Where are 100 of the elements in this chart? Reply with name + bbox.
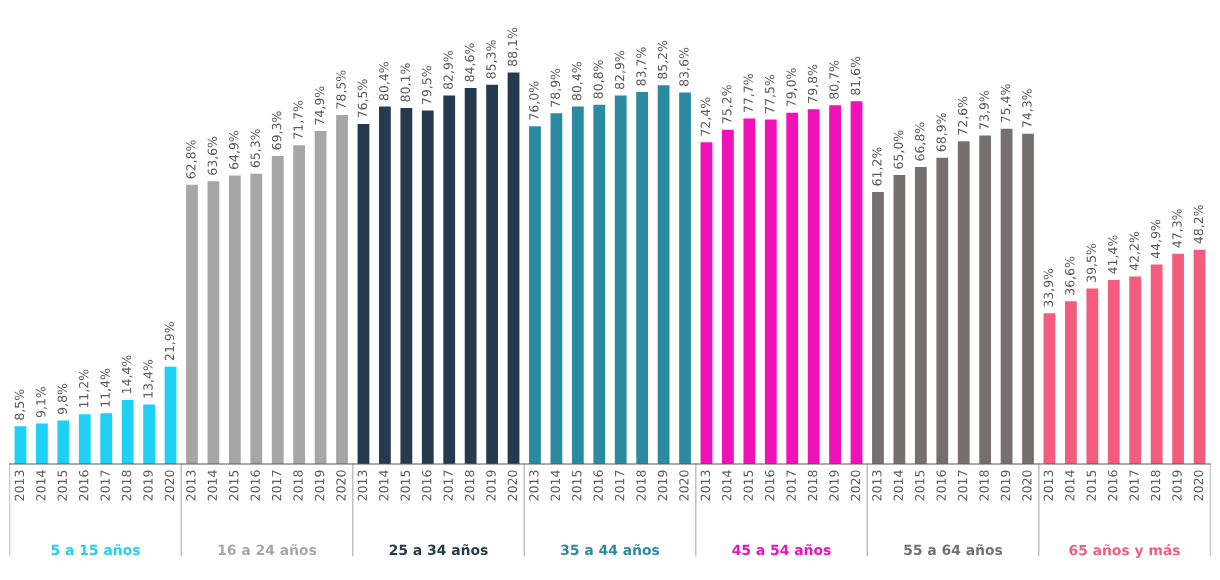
x-tick-label: 2013 (872, 470, 882, 501)
data-label: 68,9% (936, 113, 948, 152)
x-tick-label: 2019 (1000, 470, 1011, 501)
data-label: 61,2% (872, 147, 883, 186)
data-label: 82,9% (614, 50, 626, 90)
bar (571, 106, 584, 464)
bar (807, 109, 820, 464)
bar (293, 145, 306, 464)
x-tick-label: 2019 (486, 470, 496, 501)
text: 5 a 15 años (51, 544, 140, 556)
bar (829, 105, 841, 464)
x-tick-label: 2018 (121, 470, 132, 501)
data-label: 9,8% (57, 383, 69, 415)
bar (1107, 279, 1120, 464)
x-tick-label: 2018 (293, 470, 303, 501)
data-label: 65,3% (250, 129, 262, 168)
data-label: 80,8% (593, 60, 605, 99)
x-tick-label: 2014 (893, 470, 904, 501)
x-tick-label: 2017 (614, 470, 625, 501)
x-tick-label: 2016 (250, 470, 260, 501)
bar (1129, 276, 1142, 464)
bar (271, 155, 284, 464)
text: 65 años y más (1069, 544, 1180, 559)
x-tick-label: 2013 (700, 470, 711, 501)
bar (914, 167, 927, 464)
bar (957, 141, 970, 464)
bar (872, 191, 884, 464)
bar (421, 110, 434, 464)
data-label: 8,5% (14, 389, 26, 420)
x-tick-label: 2019 (1172, 470, 1182, 501)
x-tick-label: 2016 (764, 470, 775, 501)
data-label: 74,3% (1022, 89, 1033, 128)
data-label: 85,3% (486, 40, 497, 79)
data-label: 83,6% (679, 47, 690, 86)
bar (786, 112, 799, 464)
data-label: 79,5% (421, 66, 433, 105)
x-tick-label: 2014 (379, 470, 389, 501)
x-tick-label: 2014 (1065, 470, 1075, 501)
bar (636, 91, 649, 464)
x-tick-label: 2020 (679, 470, 689, 501)
bar (764, 119, 777, 464)
bar (700, 142, 713, 464)
data-label: 64,9% (229, 130, 240, 170)
data-label: 79,8% (807, 64, 819, 103)
data-label: 80,4% (379, 62, 390, 101)
data-label: 83,7% (636, 47, 648, 86)
data-label: 33,9% (1043, 268, 1055, 307)
bar (1000, 128, 1013, 464)
x-tick-label: 2015 (743, 470, 753, 501)
x-tick-label: 2014 (550, 470, 561, 501)
data-label: 81,6% (850, 56, 862, 95)
x-tick-label: 2018 (807, 470, 818, 501)
x-tick-label: 2019 (829, 470, 839, 501)
data-label: 41,4% (1107, 235, 1119, 274)
x-tick-label: 2018 (636, 470, 646, 501)
data-label: 42,2% (1129, 231, 1141, 271)
bar (14, 426, 27, 464)
data-label: 21,9% (164, 322, 176, 361)
data-label: 36,6% (1065, 256, 1076, 295)
bar (164, 366, 177, 464)
data-label: 84,6% (464, 43, 476, 82)
x-tick-label: 2015 (57, 470, 67, 501)
bar (657, 85, 670, 464)
x-tick-label: 2014 (207, 470, 218, 501)
bar (143, 404, 155, 464)
x-tick-label: 2016 (1107, 470, 1118, 501)
data-label: 75,4% (1000, 84, 1012, 123)
data-label: 65,0% (893, 130, 905, 169)
x-tick-label: 2013 (14, 470, 25, 501)
data-label: 74,9% (314, 86, 326, 125)
x-tick-label: 2020 (507, 470, 518, 501)
bar (336, 115, 348, 464)
x-tick-label: 2015 (1086, 470, 1096, 501)
data-label: 14,4% (121, 355, 133, 394)
data-label: 11,4% (100, 368, 112, 407)
data-label: 88,1% (507, 27, 519, 66)
x-tick-label: 2019 (657, 470, 668, 501)
data-label: 63,6% (207, 136, 219, 175)
bar (614, 95, 627, 464)
data-label: 75,2% (722, 85, 733, 124)
x-tick-label: 2018 (1150, 470, 1161, 501)
data-label: 72,6% (957, 96, 969, 135)
x-tick-label: 2017 (1129, 470, 1139, 501)
bar (357, 123, 370, 464)
data-label: 62,8% (186, 140, 197, 179)
bar (1150, 264, 1163, 464)
x-tick-label: 2017 (271, 470, 282, 501)
x-tick-label: 2020 (850, 470, 861, 501)
x-tick-label: 2016 (593, 470, 603, 501)
x-tick-label: 2016 (421, 470, 432, 501)
x-tick-label: 2017 (443, 470, 453, 501)
bar (1043, 313, 1056, 464)
bar (314, 131, 327, 464)
bar (1193, 249, 1206, 464)
bar (893, 175, 906, 464)
data-label: 80,1% (400, 63, 412, 102)
x-tick-label: 2018 (979, 470, 989, 501)
x-tick-label: 2014 (36, 470, 46, 501)
x-tick-label: 2017 (786, 470, 796, 501)
x-tick-label: 2020 (1022, 470, 1032, 501)
